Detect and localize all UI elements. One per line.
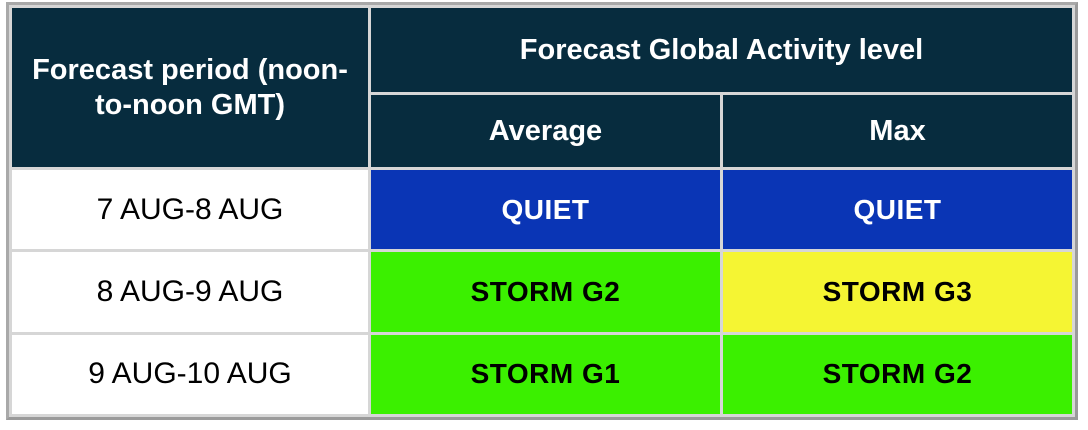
activity-cell-max: STORM G2 <box>723 334 1072 414</box>
activity-cell-max: QUIET <box>723 170 1072 250</box>
activity-cell-average: STORM G2 <box>371 252 720 332</box>
period-header-cell: Forecast period (noon-to-noon GMT) <box>12 8 368 167</box>
period-cell: 7 AUG-8 AUG <box>12 170 368 250</box>
activity-cell-max: STORM G3 <box>723 252 1072 332</box>
header-row-top: Forecast period (noon-to-noon GMT) Forec… <box>12 8 1072 167</box>
activity-cell-average: STORM G1 <box>371 334 720 414</box>
activity-group-header-cell: Forecast Global Activity level <box>371 8 1072 92</box>
period-cell: 8 AUG-9 AUG <box>12 252 368 332</box>
forecast-table-frame: Forecast period (noon-to-noon GMT) Forec… <box>6 2 1078 420</box>
table-row: 8 AUG-9 AUG STORM G2 STORM G3 <box>12 252 1072 332</box>
header-row-sub: Average Max <box>12 95 1072 167</box>
table-row: 9 AUG-10 AUG STORM G1 STORM G2 <box>12 334 1072 414</box>
forecast-activity-table: Forecast period (noon-to-noon GMT) Forec… <box>9 5 1075 417</box>
activity-cell-average: QUIET <box>371 170 720 250</box>
period-cell: 9 AUG-10 AUG <box>12 334 368 414</box>
average-header-cell: Average <box>371 95 720 167</box>
max-header-cell: Max <box>723 95 1072 167</box>
table-row: 7 AUG-8 AUG QUIET QUIET <box>12 170 1072 250</box>
